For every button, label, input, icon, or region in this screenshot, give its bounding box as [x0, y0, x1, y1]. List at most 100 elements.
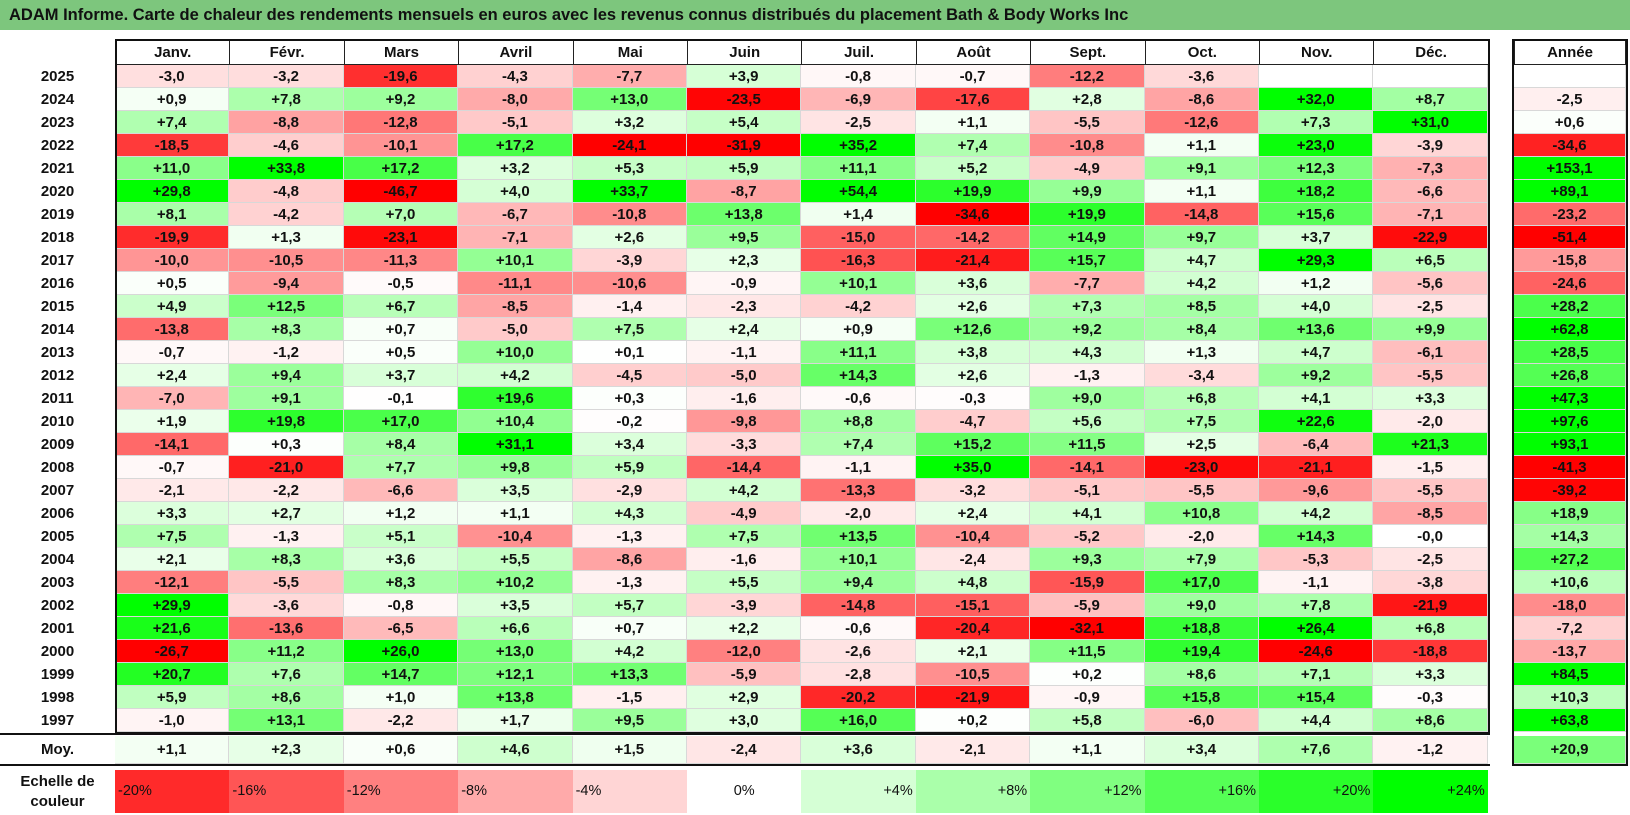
heatmap-cell: +15,2 — [915, 433, 1031, 456]
heatmap-cell: -3,4 — [1144, 364, 1259, 387]
average-cell: +3,4 — [1144, 736, 1259, 764]
heatmap-cell: +4,2 — [1259, 502, 1374, 525]
heatmap-cell: +29,9 — [115, 594, 230, 617]
year-total-cell: -39,2 — [1514, 479, 1626, 502]
heatmap-cell: -4,9 — [687, 502, 802, 525]
heatmap-cell: -7,1 — [458, 226, 573, 249]
heatmap-cell: +1,0 — [343, 686, 459, 709]
heatmap-cell: +13,8 — [687, 203, 802, 226]
heatmap-cell: +13,0 — [458, 640, 573, 663]
average-cell: +0,6 — [343, 736, 459, 764]
row-year-label: 2016 — [40, 275, 75, 292]
heatmap-cell: +5,9 — [115, 686, 230, 709]
heatmap-cell: -3,6 — [229, 594, 344, 617]
average-separator — [0, 733, 1490, 735]
row-year-label: 2009 — [40, 436, 75, 453]
row-year-label: 1997 — [40, 712, 75, 729]
color-scale-swatch: +12% — [1030, 770, 1145, 813]
heatmap-cell: +9,9 — [1373, 318, 1488, 341]
heatmap-cell: -12,8 — [343, 111, 459, 134]
heatmap-cell: -11,3 — [343, 249, 459, 272]
heatmap-cell: +2,3 — [687, 249, 802, 272]
heatmap-cell: -1,5 — [572, 686, 687, 709]
row-year-label: 2015 — [40, 298, 75, 315]
heatmap-cell: +12,5 — [229, 295, 344, 318]
heatmap-cell: -0,9 — [1030, 686, 1145, 709]
heatmap-cell: -2,2 — [343, 709, 459, 732]
year-total-cell: -24,6 — [1514, 272, 1626, 295]
heatmap-cell: +10,8 — [1144, 502, 1259, 525]
column-header: Mai — [572, 39, 688, 65]
heatmap-cell: +3,7 — [1259, 226, 1374, 249]
heatmap-cell: +3,0 — [687, 709, 802, 732]
heatmap-cell: -0,1 — [343, 387, 459, 410]
year-total-cell: -18,0 — [1514, 594, 1626, 617]
heatmap-cell: +11,5 — [1030, 433, 1145, 456]
average-cell: +3,6 — [801, 736, 916, 764]
heatmap-cell: +8,6 — [229, 686, 344, 709]
heatmap-cell: +0,1 — [572, 341, 687, 364]
heatmap-cell: +9,2 — [1030, 318, 1145, 341]
heatmap-cell: +8,3 — [229, 318, 344, 341]
year-total-cell — [1514, 65, 1626, 88]
heatmap-cell: +4,3 — [1030, 341, 1145, 364]
heatmap-cell: +4,2 — [572, 640, 687, 663]
heatmap-cell: +21,6 — [115, 617, 230, 640]
heatmap-cell: +7,0 — [343, 203, 459, 226]
row-year-label: 2005 — [40, 528, 75, 545]
heatmap-cell: -1,1 — [1259, 571, 1374, 594]
heatmap-cell: +5,6 — [1030, 410, 1145, 433]
heatmap-cell — [1259, 65, 1374, 88]
heatmap-cell: +2,8 — [1030, 88, 1145, 111]
year-total-cell: +28,5 — [1514, 341, 1626, 364]
heatmap-cell: -34,6 — [915, 203, 1031, 226]
heatmap-cell: +1,1 — [915, 111, 1031, 134]
heatmap-cell: +9,9 — [1030, 180, 1145, 203]
heatmap-cell: -13,8 — [115, 318, 230, 341]
heatmap-cell: +31,1 — [458, 433, 573, 456]
heatmap-cell: -8,5 — [1373, 502, 1488, 525]
heatmap-cell: -4,2 — [229, 203, 344, 226]
heatmap-cell: +2,6 — [915, 364, 1031, 387]
color-scale-swatch: -8% — [458, 770, 573, 813]
heatmap-cell: +7,8 — [1259, 594, 1374, 617]
row-year-label: 2024 — [40, 91, 75, 108]
heatmap-cell: +12,6 — [915, 318, 1031, 341]
heatmap-cell: -5,9 — [687, 663, 802, 686]
heatmap-cell: -0,8 — [343, 594, 459, 617]
heatmap-cell: -2,2 — [229, 479, 344, 502]
row-year-label: 2020 — [40, 183, 75, 200]
heatmap-cell: +1,1 — [458, 502, 573, 525]
heatmap-cell: +5,1 — [343, 525, 459, 548]
chart-title: ADAM Informe. Carte de chaleur des rende… — [0, 0, 1630, 30]
heatmap-cell: -10,5 — [229, 249, 344, 272]
heatmap-cell: -10,4 — [458, 525, 573, 548]
heatmap-cell: +16,0 — [801, 709, 916, 732]
row-year-label: 2007 — [40, 482, 75, 499]
row-year-label: 2010 — [40, 413, 75, 430]
color-scale-swatch: -16% — [229, 770, 344, 813]
heatmap-cell: -12,6 — [1144, 111, 1259, 134]
heatmap-cell: +7,5 — [687, 525, 802, 548]
heatmap-cell: +35,0 — [915, 456, 1031, 479]
heatmap-cell: -2,4 — [915, 548, 1031, 571]
heatmap-cell: -46,7 — [343, 180, 459, 203]
heatmap-cell: +10,1 — [801, 272, 916, 295]
color-scale-swatch: -12% — [343, 770, 459, 813]
column-header: Juil. — [801, 39, 917, 65]
heatmap-cell: -3,3 — [687, 433, 802, 456]
year-total-cell: +47,3 — [1514, 387, 1626, 410]
row-year-label: 2004 — [40, 551, 75, 568]
heatmap-cell: +14,9 — [1030, 226, 1145, 249]
average-cell: +1,1 — [115, 736, 230, 764]
color-scale-swatch: +4% — [801, 770, 916, 813]
heatmap-cell: -12,2 — [1030, 65, 1145, 88]
heatmap-cell: +8,6 — [1144, 663, 1259, 686]
heatmap-cell: +7,4 — [115, 111, 230, 134]
heatmap-cell: -4,2 — [801, 295, 916, 318]
heatmap-cell: -14,1 — [115, 433, 230, 456]
heatmap-cell: +10,1 — [458, 249, 573, 272]
heatmap-cell: -0,6 — [801, 617, 916, 640]
heatmap-cell: -7,1 — [1373, 203, 1488, 226]
